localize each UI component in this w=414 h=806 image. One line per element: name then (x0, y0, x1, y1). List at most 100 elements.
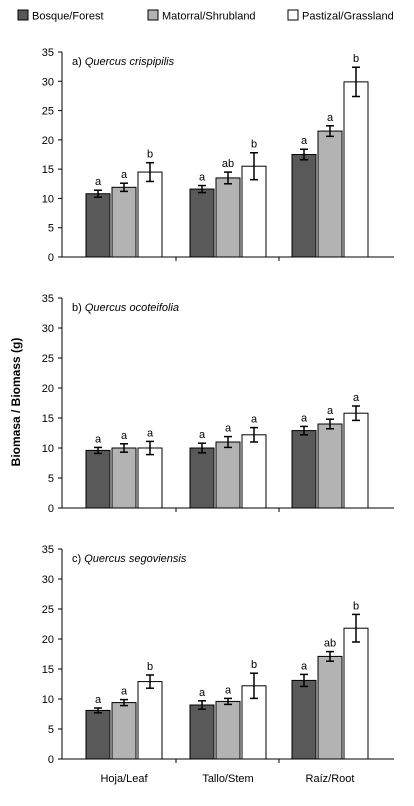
significance-label: a (199, 429, 206, 441)
bar (137, 171, 163, 258)
significance-label: a (121, 686, 128, 698)
y-tick-label: 0 (48, 754, 54, 766)
legend-label-3: Pastizal/Grassland (302, 11, 394, 23)
y-tick-label: 0 (48, 252, 54, 264)
bar (343, 412, 369, 509)
significance-label: a (327, 112, 334, 124)
legend-swatch-2 (147, 9, 159, 21)
x-category-label: Tallo/Stem (202, 773, 253, 785)
panel-title-prefix: a) (72, 56, 85, 68)
bar (189, 447, 215, 509)
x-category-label: Hoja/Leaf (100, 773, 148, 785)
significance-label: a (95, 176, 102, 188)
significance-label: a (301, 660, 308, 672)
significance-label: b (147, 149, 153, 161)
significance-label: a (147, 427, 154, 439)
bar (317, 423, 343, 509)
bar (317, 130, 343, 258)
y-tick-label: 30 (42, 323, 54, 335)
y-tick-label: 35 (42, 544, 54, 556)
significance-label: a (353, 392, 360, 404)
significance-label: a (251, 414, 258, 426)
bar (85, 449, 111, 509)
bar (137, 447, 163, 509)
y-tick-label: 25 (42, 106, 54, 118)
y-tick-label: 35 (42, 47, 54, 59)
panel-title-species: Quercus crispipilis (85, 56, 175, 68)
y-tick-label: 20 (42, 135, 54, 147)
significance-label: a (95, 433, 102, 445)
panel-title: b) Quercus ocoteifolia (72, 302, 179, 314)
bar (85, 193, 111, 258)
legend-label-2: Matorral/Shrubland (162, 11, 256, 23)
significance-label: a (301, 135, 308, 147)
y-tick-label: 15 (42, 664, 54, 676)
significance-label: b (147, 661, 153, 673)
significance-label: a (121, 430, 128, 442)
y-axis-label: Biomasa / Biomass (g) (9, 338, 23, 467)
panel-title: a) Quercus crispipilis (72, 56, 175, 68)
bar (215, 177, 241, 258)
bar (111, 186, 137, 258)
bar (317, 655, 343, 760)
panel-title-prefix: b) (72, 302, 85, 314)
significance-label: a (199, 172, 206, 184)
legend-label-1: Bosque/Forest (32, 11, 104, 23)
bar (291, 430, 317, 509)
bar (111, 702, 137, 760)
y-tick-label: 15 (42, 413, 54, 425)
significance-label: b (353, 600, 359, 612)
y-tick-label: 10 (42, 443, 54, 455)
panel-title-species: Quercus segoviensis (84, 553, 187, 565)
significance-label: b (251, 139, 257, 151)
y-tick-label: 20 (42, 634, 54, 646)
y-tick-label: 25 (42, 604, 54, 616)
bar (189, 704, 215, 760)
significance-label: ab (324, 638, 336, 650)
significance-label: a (301, 412, 308, 424)
panel-title-prefix: c) (72, 553, 84, 565)
significance-label: a (199, 687, 206, 699)
significance-label: a (225, 423, 232, 435)
y-tick-label: 10 (42, 193, 54, 205)
y-tick-label: 5 (48, 473, 54, 485)
significance-label: b (251, 659, 257, 671)
bar (85, 709, 111, 760)
y-tick-label: 15 (42, 164, 54, 176)
bar (343, 627, 369, 760)
significance-label: a (121, 169, 128, 181)
bar (111, 447, 137, 509)
legend-swatch-1 (17, 9, 29, 21)
bar (137, 681, 163, 760)
significance-label: ab (222, 158, 234, 170)
bar (343, 81, 369, 258)
significance-label: a (327, 405, 334, 417)
y-tick-label: 10 (42, 694, 54, 706)
significance-label: a (225, 684, 232, 696)
bar (291, 679, 317, 760)
y-tick-label: 5 (48, 724, 54, 736)
bar (241, 165, 267, 258)
bar (241, 434, 267, 509)
y-tick-label: 25 (42, 353, 54, 365)
y-tick-label: 30 (42, 76, 54, 88)
y-tick-label: 20 (42, 383, 54, 395)
significance-label: a (95, 694, 102, 706)
chart-panel-2: 0 5 10 15 20 25 30 35 b) Quercus ocoteifolia a a a a… (42, 293, 394, 515)
y-tick-label: 5 (48, 223, 54, 235)
significance-label: b (353, 53, 359, 65)
y-tick-label: 0 (48, 503, 54, 515)
legend-swatch-3 (287, 9, 299, 21)
bar (215, 441, 241, 509)
bar (215, 700, 241, 760)
bar (189, 188, 215, 258)
y-tick-label: 35 (42, 293, 54, 305)
legend: Bosque/Forest Matorral/Shrubland Pastizal/… (17, 9, 394, 23)
panel-title-species: Quercus ocoteifolia (85, 302, 179, 314)
bar (291, 154, 317, 258)
x-category-label: Raíz/Root (306, 773, 355, 785)
y-tick-label: 30 (42, 574, 54, 586)
